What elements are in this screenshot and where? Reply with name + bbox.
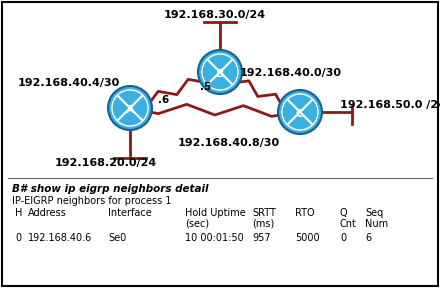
Text: A: A — [126, 105, 134, 115]
Text: 192.168.40.0/30: 192.168.40.0/30 — [240, 68, 342, 78]
Text: 957: 957 — [252, 233, 271, 243]
Text: Interface: Interface — [108, 208, 152, 218]
Text: C: C — [296, 109, 304, 119]
Text: Hold Uptime: Hold Uptime — [185, 208, 246, 218]
Text: 192.168.40.6: 192.168.40.6 — [28, 233, 92, 243]
Text: 5000: 5000 — [295, 233, 319, 243]
Text: 10 00:01:50: 10 00:01:50 — [185, 233, 244, 243]
Text: .6: .6 — [158, 95, 169, 105]
Text: Seq: Seq — [365, 208, 383, 218]
Text: SRTT: SRTT — [252, 208, 276, 218]
Text: 6: 6 — [365, 233, 371, 243]
Text: 192.168.40.8/30: 192.168.40.8/30 — [178, 138, 280, 148]
Text: Q: Q — [340, 208, 348, 218]
Text: 192.168.30.0/24: 192.168.30.0/24 — [164, 10, 266, 20]
Text: Num: Num — [365, 219, 388, 229]
Text: B# show ip eigrp neighbors detail: B# show ip eigrp neighbors detail — [12, 184, 209, 194]
Text: H: H — [15, 208, 22, 218]
Text: .5: .5 — [200, 82, 211, 92]
Text: RTO: RTO — [295, 208, 315, 218]
Text: Se0: Se0 — [108, 233, 126, 243]
Text: Cnt: Cnt — [340, 219, 357, 229]
Text: (sec): (sec) — [185, 219, 209, 229]
Circle shape — [198, 50, 242, 94]
Text: 0: 0 — [15, 233, 21, 243]
Text: Address: Address — [28, 208, 67, 218]
Text: 192.168.20.0/24: 192.168.20.0/24 — [55, 158, 157, 168]
Circle shape — [278, 90, 322, 134]
Text: B: B — [216, 69, 224, 79]
Circle shape — [108, 86, 152, 130]
Text: IP-EIGRP neighbors for process 1: IP-EIGRP neighbors for process 1 — [12, 196, 172, 206]
Text: (ms): (ms) — [252, 219, 274, 229]
Text: 0: 0 — [340, 233, 346, 243]
Text: 192.168.40.4/30: 192.168.40.4/30 — [18, 78, 120, 88]
Text: 192.168.50.0 /24: 192.168.50.0 /24 — [340, 100, 440, 110]
